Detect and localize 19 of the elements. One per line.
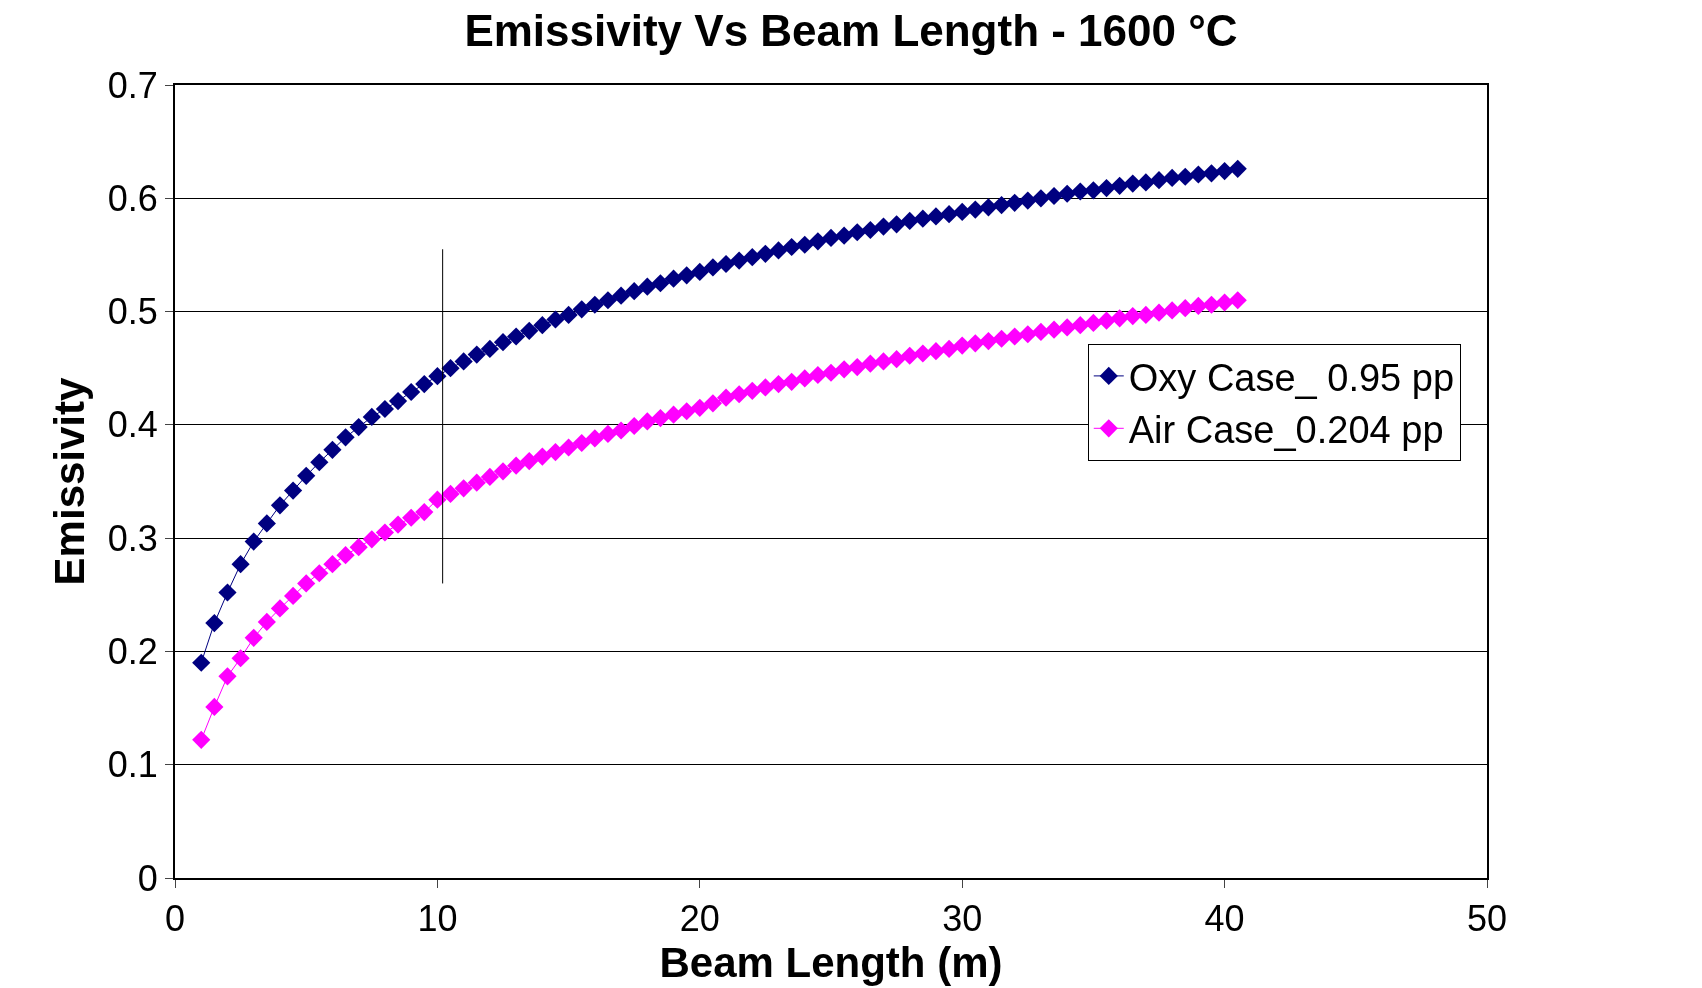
y-tick-label: 0.2 xyxy=(107,631,158,673)
x-tick-label: 10 xyxy=(417,898,458,940)
y-axis-title: Emissivity xyxy=(46,376,94,586)
y-tick-label: 0.6 xyxy=(107,177,158,219)
x-axis-title: Beam Length (m) xyxy=(659,939,1003,987)
x-tick-label: 50 xyxy=(1466,898,1508,940)
legend-label: Air Case_0.204 pp xyxy=(1128,409,1444,452)
y-tick-label: 0.3 xyxy=(107,517,158,559)
x-tick-label: 20 xyxy=(679,898,720,940)
y-tick-label: 0.7 xyxy=(107,64,158,106)
x-tick-label: 40 xyxy=(1204,898,1245,940)
y-tick-label: 0.5 xyxy=(107,291,158,333)
chart-title: Emissivity Vs Beam Length - 1600 °C xyxy=(464,5,1238,55)
y-tick-label: 0 xyxy=(137,857,158,899)
y-tick-label: 0.1 xyxy=(107,744,158,786)
x-tick-label: 30 xyxy=(942,898,983,940)
legend-label: Oxy Case_ 0.95 pp xyxy=(1128,356,1455,399)
x-tick-label: 0 xyxy=(164,898,186,940)
y-tick-label: 0.4 xyxy=(107,404,158,446)
